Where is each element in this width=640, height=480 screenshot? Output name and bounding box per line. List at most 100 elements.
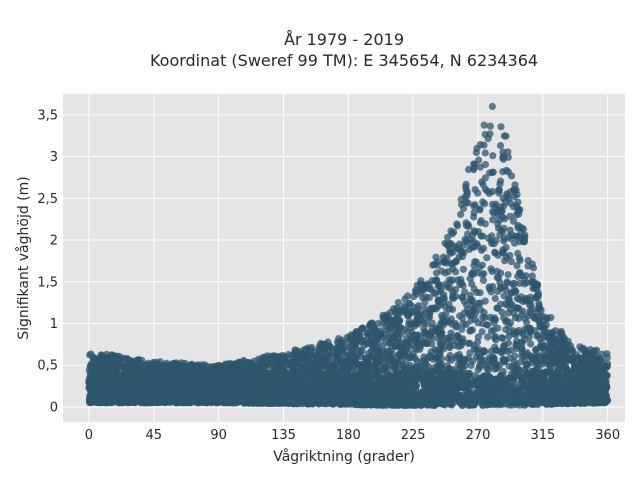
data-point (534, 363, 542, 371)
data-point (537, 306, 545, 314)
data-point (509, 217, 518, 225)
data-point (235, 358, 243, 367)
data-point (256, 365, 264, 373)
data-point (505, 362, 513, 370)
data-point (445, 239, 453, 248)
data-point (502, 325, 510, 334)
data-point (532, 294, 540, 302)
data-point (458, 253, 466, 261)
data-point (450, 228, 458, 236)
data-point (499, 168, 507, 176)
data-point (342, 364, 350, 372)
data-point (441, 258, 449, 266)
data-point (484, 321, 492, 329)
data-point (272, 362, 280, 370)
data-point (401, 325, 409, 333)
data-point (446, 245, 454, 253)
data-point (436, 281, 444, 290)
data-point (483, 254, 491, 262)
data-point (500, 292, 508, 300)
data-point (308, 343, 316, 352)
data-point (488, 232, 496, 240)
data-point (498, 248, 506, 256)
data-point (490, 240, 498, 248)
data-point (444, 233, 452, 241)
data-point (422, 293, 430, 301)
data-point (97, 361, 105, 369)
data-point (478, 271, 486, 279)
data-point (519, 307, 527, 315)
data-point (567, 356, 575, 364)
data-point (495, 216, 504, 224)
data-point (480, 121, 488, 129)
data-point (431, 363, 439, 371)
data-point (461, 193, 469, 201)
data-point (335, 343, 343, 351)
data-point (471, 309, 480, 318)
data-point (462, 236, 470, 244)
data-point (515, 314, 523, 322)
data-point (496, 300, 505, 308)
data-point (301, 345, 309, 353)
data-point (163, 359, 171, 367)
data-point (489, 216, 497, 224)
data-point (497, 123, 505, 131)
data-point (432, 277, 440, 285)
data-point (436, 350, 444, 358)
data-point (506, 212, 514, 220)
data-point (392, 365, 400, 373)
data-point (558, 356, 567, 364)
data-point (228, 360, 236, 368)
data-point (364, 360, 372, 368)
data-point (320, 359, 328, 368)
data-point (509, 203, 517, 211)
data-point (576, 343, 584, 351)
data-point (466, 339, 474, 347)
data-point (505, 232, 513, 240)
data-point (311, 361, 319, 369)
data-point (444, 365, 452, 373)
data-point (491, 248, 499, 256)
data-point (411, 344, 419, 352)
data-point (424, 362, 433, 370)
data-point (87, 350, 95, 358)
data-point (151, 363, 159, 371)
data-point (459, 320, 467, 328)
data-point (506, 251, 514, 260)
data-point (325, 364, 333, 372)
data-point (261, 357, 270, 365)
data-point (474, 319, 482, 327)
data-point (313, 351, 321, 359)
data-point (443, 283, 451, 291)
data-points (85, 102, 612, 409)
data-point (382, 363, 390, 371)
data-point (474, 189, 482, 197)
data-point (470, 243, 478, 251)
data-point (524, 256, 532, 265)
data-point (504, 339, 512, 347)
data-point (489, 283, 497, 291)
data-point (429, 355, 437, 363)
data-point (390, 340, 399, 348)
data-point (504, 153, 512, 161)
data-point (577, 365, 585, 373)
data-point (479, 198, 487, 206)
data-point (512, 361, 520, 369)
data-point (452, 323, 460, 331)
data-point (462, 301, 471, 309)
data-point (409, 335, 417, 343)
data-point (453, 331, 461, 339)
data-point (475, 264, 483, 272)
data-point (526, 324, 534, 332)
data-point (499, 194, 507, 203)
data-point (478, 328, 486, 336)
data-point (489, 152, 497, 160)
data-point (536, 323, 544, 331)
data-point (500, 314, 508, 322)
data-point (492, 346, 500, 355)
data-point (496, 278, 504, 287)
data-point (481, 297, 489, 305)
data-point (491, 365, 499, 373)
data-point (520, 275, 528, 283)
data-point (508, 280, 517, 288)
